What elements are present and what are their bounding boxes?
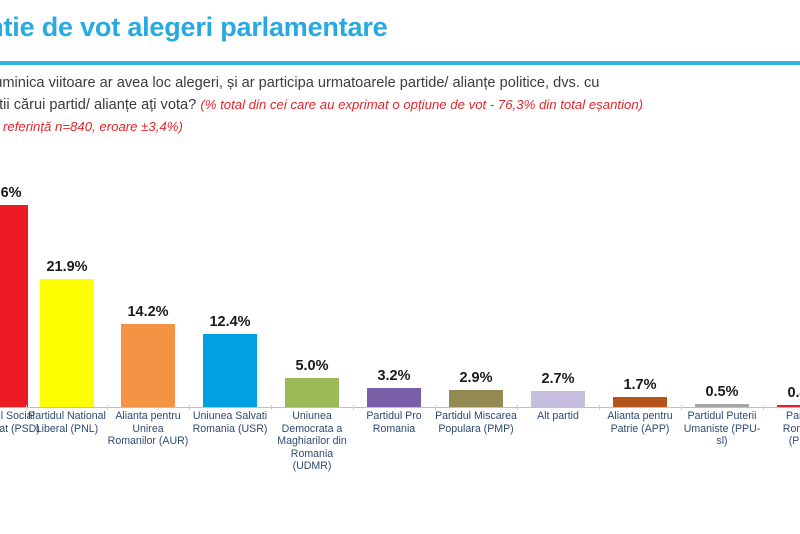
bar-column[interactable]: 5.0% xyxy=(285,358,339,407)
title-divider-rule xyxy=(0,61,800,65)
bar-value-label: 21.9% xyxy=(46,258,88,275)
bar[interactable] xyxy=(0,204,28,407)
bar[interactable] xyxy=(613,397,667,407)
category-label: Uniunea Salvati Romania (USR) xyxy=(182,410,278,435)
bar[interactable] xyxy=(695,404,749,407)
bar-chart-plot-area: 34.6% 21.9% 14.2% 12.4% 5.0% 3.2% 2.9% 2.7% 1.7%… xyxy=(0,150,800,408)
category-label-line: Partidul National xyxy=(28,410,106,422)
category-label: Partidul Pro Romania xyxy=(346,410,442,435)
category-label-line: Partidul Miscarea xyxy=(435,410,517,422)
category-label: Uniunea Democrata a Maghiarilor din Romania… xyxy=(264,410,360,473)
axis-tick xyxy=(107,405,108,410)
bar-value-label: 2.9% xyxy=(459,370,493,387)
category-label-line: (PRM) xyxy=(788,435,800,448)
bar-value-label: 14.2% xyxy=(127,303,169,320)
bar-column[interactable]: 3.2% xyxy=(367,368,421,407)
bar[interactable] xyxy=(285,377,339,407)
category-label: Alianta pentru Unirea Romanilor (AUR) xyxy=(100,410,196,448)
bar-column[interactable]: 12.4% xyxy=(203,314,257,407)
category-label-line: Partidul xyxy=(786,410,800,422)
category-label-line: Liberal (PNL) xyxy=(35,422,99,435)
category-label-line: Romania (USR) xyxy=(192,422,268,435)
axis-tick xyxy=(517,405,518,410)
question-note-base: (baza de referință n=840, eroare ±3,4%) xyxy=(0,119,183,134)
bar-value-label: 12.4% xyxy=(209,314,251,331)
question-line-2: candidatii cărui partid/ alianțe ați vot… xyxy=(0,94,800,116)
category-label: PartidulRomania(PRM) xyxy=(756,410,800,448)
category-label-line: Unirea xyxy=(132,422,164,435)
bar-column[interactable]: 14.2% xyxy=(121,304,175,407)
question-line-1: Dacă duminica viitoare ar avea loc alege… xyxy=(0,75,600,91)
bar-value-label: 2.7% xyxy=(541,371,575,388)
bar[interactable] xyxy=(777,404,800,407)
bar-column[interactable]: 1.7% xyxy=(613,377,667,407)
category-label-line: Romania xyxy=(372,422,416,435)
bar[interactable] xyxy=(203,334,257,407)
category-label: Partidul SocialDemocrat (PSD) xyxy=(0,410,49,435)
category-label-line: Patrie (APP) xyxy=(610,422,670,435)
category-label-line: Partidul Puterii xyxy=(687,410,757,422)
category-label-line: sl) xyxy=(716,435,728,448)
bar[interactable] xyxy=(531,391,585,407)
category-label-row: Partidul SocialDemocrat (PSD)Partidul Na… xyxy=(0,405,800,530)
category-label-line: Uniunea Salvati xyxy=(192,410,268,422)
axis-tick xyxy=(26,405,27,410)
bar-value-label: 1.7% xyxy=(623,377,657,394)
category-label-line: Romanilor (AUR) xyxy=(107,435,189,448)
category-label-line: Maghiarilor din xyxy=(277,435,347,448)
category-label-line: Romania xyxy=(290,447,334,460)
page-title: Intentie de vot alegeri parlamentare xyxy=(0,12,388,42)
category-label-line: Alt partid xyxy=(537,410,579,422)
bar[interactable] xyxy=(449,390,503,407)
axis-tick xyxy=(599,405,600,410)
bar-column[interactable]: 2.7% xyxy=(531,371,585,407)
category-label: Partidul Miscarea Populara (PMP) xyxy=(428,410,524,435)
category-label-line: Partidul Social xyxy=(0,410,35,422)
bar-column[interactable]: 34.6% xyxy=(0,185,28,407)
category-label-line: Democrata a xyxy=(281,422,343,435)
axis-tick xyxy=(763,405,764,410)
bar-column[interactable]: 0.5% xyxy=(695,384,749,407)
bar-value-label: 34.6% xyxy=(0,184,22,201)
category-label-line: Uniunea xyxy=(292,410,332,422)
category-label-line: Alianta pentru xyxy=(607,410,673,422)
axis-tick xyxy=(189,405,190,410)
bar-column[interactable]: 0.4% xyxy=(777,385,800,407)
axis-tick xyxy=(353,405,354,410)
category-label-line: Partidul Pro xyxy=(366,410,422,422)
bar-value-label: 0.4% xyxy=(787,384,800,401)
category-label-line: Populara (PMP) xyxy=(438,422,514,435)
axis-tick xyxy=(435,405,436,410)
category-label-line: Democrat (PSD) xyxy=(0,422,40,435)
bar[interactable] xyxy=(121,323,175,407)
category-label-line: (UDMR) xyxy=(292,460,332,473)
category-label-line: Umaniste (PPU- xyxy=(683,422,761,435)
bar-column[interactable]: 21.9% xyxy=(40,259,94,407)
question-block: Dacă duminica viitoare ar avea loc alege… xyxy=(0,73,800,138)
category-label: Partidul National Liberal (PNL) xyxy=(19,410,115,435)
bar-value-label: 3.2% xyxy=(377,368,411,385)
category-label: Partidul Puterii Umaniste (PPU-sl) xyxy=(674,410,770,448)
bar-value-label: 5.0% xyxy=(295,357,329,374)
bar[interactable] xyxy=(367,388,421,407)
category-label-line: Romania xyxy=(782,422,800,435)
x-axis-baseline xyxy=(0,407,800,408)
question-line-3: (baza de referință n=840, eroare ±3,4%) xyxy=(0,116,800,138)
category-label-line: Alianta pentru xyxy=(115,410,181,422)
bar[interactable] xyxy=(40,278,94,407)
bar-column[interactable]: 2.9% xyxy=(449,370,503,407)
category-label: Alianta pentru Patrie (APP) xyxy=(592,410,688,435)
question-text: candidatii cărui partid/ alianțe ați vot… xyxy=(0,97,197,113)
question-note-sample: (% total din cei care au exprimat o opți… xyxy=(200,97,644,112)
axis-tick xyxy=(271,405,272,410)
bar-value-label: 0.5% xyxy=(705,384,739,401)
axis-tick xyxy=(681,405,682,410)
category-label: Alt partid xyxy=(510,410,606,423)
